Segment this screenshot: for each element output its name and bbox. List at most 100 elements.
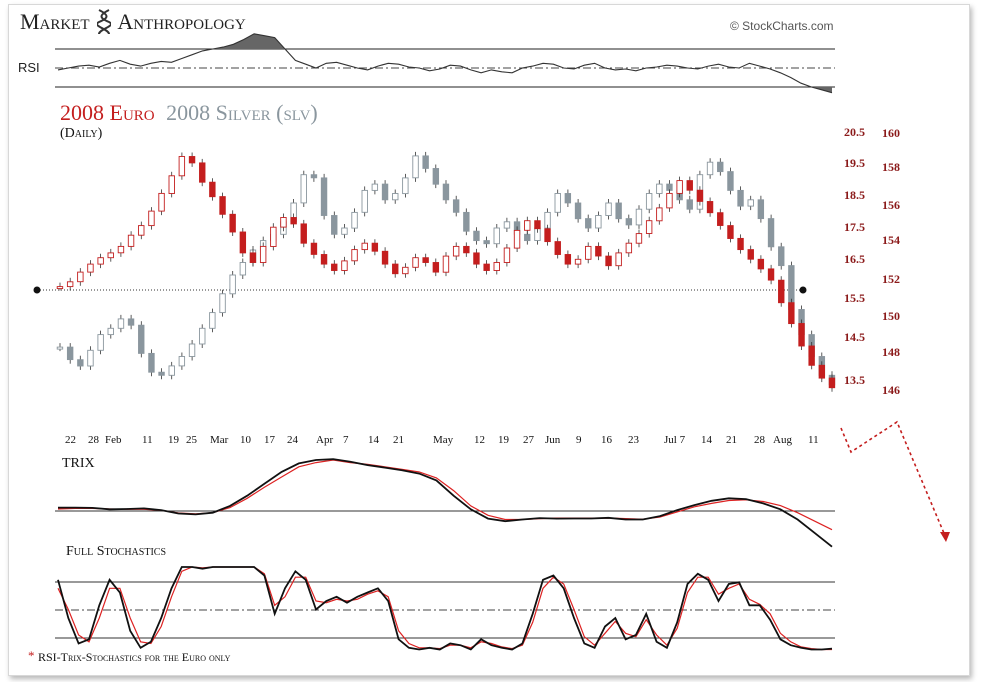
euro-candle (818, 364, 826, 379)
reference-dot-left (33, 286, 41, 294)
x-axis-tick: 16 (601, 434, 613, 446)
silver-candle (148, 352, 155, 373)
silver-candle (239, 262, 247, 276)
euro-candle (544, 228, 551, 243)
x-axis-tick: 22 (65, 434, 76, 446)
euro-candle (696, 189, 704, 202)
euro-candle (503, 247, 511, 263)
euro-candle (87, 263, 94, 273)
euro-axis-tick: 16.5 (844, 252, 865, 266)
silver-candle (747, 199, 754, 207)
trix-panel: TRIX (55, 456, 835, 548)
euro-axis-tick: 19.5 (844, 156, 865, 170)
euro-candle (249, 252, 257, 263)
rsi-oversold-fill (58, 87, 832, 93)
silver-candle (107, 327, 114, 336)
euro-candle (767, 268, 775, 281)
euro-candle (656, 207, 663, 222)
euro-candles (56, 152, 836, 392)
silver-candle (473, 230, 480, 242)
silver-axis-tick: 150 (882, 309, 900, 323)
silver-axis-tick: 148 (882, 345, 900, 359)
x-axis-tick: 12 (474, 434, 485, 446)
euro-candle (666, 192, 673, 209)
title-silver: 2008 Silver (slv) (166, 100, 318, 125)
silver-candle (554, 193, 561, 213)
x-axis-tick: 14 (701, 434, 713, 446)
silver-candle (778, 246, 785, 267)
silver-candle (452, 199, 460, 213)
euro-candle (463, 245, 470, 254)
stochastics-k-line (57, 566, 833, 651)
euro-candle (310, 242, 318, 255)
silver-candle (686, 199, 693, 210)
x-axis-tick: 21 (393, 434, 404, 446)
euro-candle (412, 257, 419, 268)
euro-candle (452, 245, 460, 257)
silver-candle (574, 202, 582, 220)
euro-candle (635, 233, 643, 244)
euro-candle (808, 345, 815, 366)
euro-candle (828, 377, 836, 389)
silver-candle (56, 346, 64, 350)
x-axis-tick: 21 (726, 434, 737, 446)
x-axis: 22 28 Feb 11 19 25 Mar 10 17 24 Apr 7 14 21 May 12 19 27 J… (65, 434, 819, 446)
euro-candle (320, 254, 328, 265)
x-axis-tick: 14 (368, 434, 380, 446)
x-axis-tick: Jun (545, 434, 561, 446)
euro-candle (117, 245, 125, 254)
silver-axis: 160 158 156 154 152 150 148 146 (882, 126, 900, 397)
euro-candle (138, 225, 145, 236)
silver-candle (371, 183, 379, 191)
silver-candle (757, 199, 765, 220)
x-axis-tick: Aug (773, 434, 792, 446)
euro-candle (473, 252, 480, 265)
silver-candle (300, 174, 307, 204)
x-axis-tick: 28 (754, 434, 766, 446)
silver-candle (767, 218, 775, 248)
euro-candle (402, 266, 409, 275)
euro-candle (605, 255, 612, 267)
silver-candle (97, 334, 104, 351)
silver-candle (615, 202, 622, 220)
euro-axis-tick: 20.5 (844, 125, 865, 139)
silver-candle (442, 183, 450, 201)
euro-candle (727, 225, 734, 239)
silver-candle (168, 365, 175, 376)
silver-candle (361, 189, 368, 213)
euro-candle (158, 192, 165, 212)
euro-candle (574, 258, 582, 265)
silver-candle (310, 174, 318, 179)
euro-candle (188, 156, 196, 164)
silver-candle (422, 155, 429, 169)
euro-candle (595, 245, 602, 257)
silver-candle (585, 218, 592, 229)
silver-candle (706, 161, 714, 176)
euro-candle (534, 220, 541, 230)
euro-candle (513, 229, 521, 249)
euro-candle (127, 234, 135, 247)
x-axis-tick: 25 (186, 434, 198, 446)
euro-candle (493, 262, 500, 271)
euro-candle (77, 271, 84, 283)
silver-axis-tick: 146 (882, 383, 900, 397)
silver-candle (351, 211, 358, 229)
silver-candle (127, 318, 135, 326)
silver-candle (402, 177, 409, 195)
euro-candle (422, 257, 429, 263)
euro-candle (717, 212, 724, 226)
silver-candle (392, 193, 399, 201)
euro-axis-tick: 14.5 (844, 330, 865, 344)
x-axis-tick: 11 (808, 434, 819, 446)
rsi-overbought-fill (58, 33, 832, 49)
trix-line (58, 458, 833, 548)
silver-candle (209, 312, 216, 329)
rsi-label: RSI (18, 60, 40, 75)
euro-candle (178, 156, 186, 177)
silver-axis-tick: 156 (882, 198, 900, 212)
euro-candle (239, 231, 247, 254)
rsi-line (57, 33, 833, 94)
euro-candle (361, 242, 368, 251)
silver-candle (138, 324, 145, 354)
